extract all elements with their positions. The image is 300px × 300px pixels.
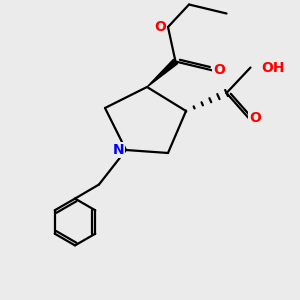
Text: O: O: [249, 112, 261, 125]
Text: O: O: [154, 20, 166, 34]
Text: O: O: [213, 64, 225, 77]
Text: OH: OH: [261, 61, 284, 74]
Text: N: N: [113, 143, 124, 157]
Polygon shape: [147, 59, 178, 87]
